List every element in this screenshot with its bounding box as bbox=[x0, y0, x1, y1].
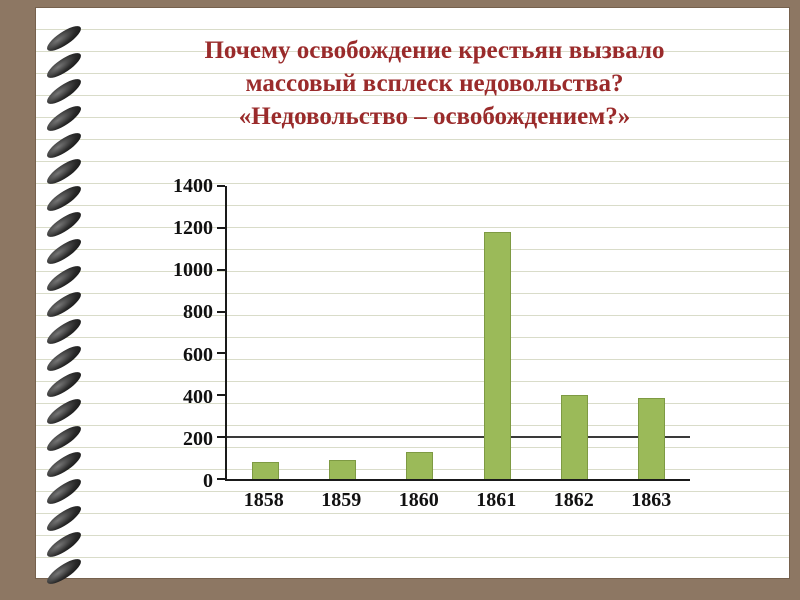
y-tick-label: 200 bbox=[183, 427, 213, 450]
y-tick-mark bbox=[217, 352, 225, 355]
y-tick-label: 800 bbox=[183, 301, 213, 324]
title-line: «Недовольство – освобождением?» bbox=[238, 103, 631, 130]
y-tick-mark bbox=[217, 185, 225, 187]
bar-slot bbox=[381, 186, 458, 479]
bar-1863 bbox=[637, 398, 665, 479]
x-tick-label: 1858 bbox=[243, 489, 284, 511]
y-tick-mark bbox=[217, 478, 225, 480]
y-tick-mark bbox=[217, 226, 225, 229]
y-tick-label: 1200 bbox=[173, 217, 213, 240]
y-tick-label: 1000 bbox=[173, 259, 213, 282]
spiral-coil-icon bbox=[43, 21, 85, 56]
y-tick-mark bbox=[217, 436, 225, 439]
title-line: Почему освобождение крестьян вызвало bbox=[204, 37, 665, 64]
spiral-coil-icon bbox=[43, 101, 85, 135]
notebook-page: Почему освобождение крестьян вызвало мас… bbox=[36, 8, 789, 588]
x-tick-label: 1860 bbox=[398, 489, 439, 511]
y-axis-labels: 0 200 400 600 800 1000 1200 1400 bbox=[116, 176, 213, 491]
spiral-coil-icon bbox=[43, 75, 85, 109]
bar-slot bbox=[227, 186, 304, 479]
bar-1858 bbox=[252, 462, 280, 479]
spiral-coil-icon bbox=[43, 48, 85, 82]
bar-1859 bbox=[329, 460, 357, 479]
y-tick-mark bbox=[217, 268, 225, 271]
bar-slot bbox=[459, 186, 536, 479]
bar-1860 bbox=[406, 451, 434, 479]
y-tick-label: 600 bbox=[183, 343, 213, 366]
bar-slot bbox=[304, 186, 381, 479]
y-tick-label: 0 bbox=[203, 470, 213, 492]
bar-slot bbox=[613, 186, 690, 479]
bars-container bbox=[227, 186, 690, 479]
spiral-coil-icon bbox=[43, 128, 85, 162]
bar-chart: 0 200 400 600 800 1000 1200 1400 1858 1859 1860 18… bbox=[36, 176, 789, 548]
bar-slot bbox=[536, 186, 613, 479]
x-tick-label: 1862 bbox=[553, 489, 594, 511]
plot-area bbox=[217, 185, 690, 481]
spiral-coil-icon bbox=[43, 554, 85, 588]
y-tick-label: 1400 bbox=[173, 175, 213, 197]
x-tick-label: 1859 bbox=[321, 489, 362, 511]
title-line: массовый всплеск недовольства? bbox=[245, 70, 624, 97]
slide-title: Почему освобождение крестьян вызвало мас… bbox=[120, 34, 749, 133]
x-axis-labels: 1858 1859 1860 1861 1862 1863 bbox=[225, 489, 690, 512]
y-tick-mark bbox=[217, 394, 225, 397]
x-tick-label: 1861 bbox=[476, 489, 517, 511]
y-tick-label: 400 bbox=[183, 385, 213, 408]
bar-1862 bbox=[560, 395, 588, 479]
reference-line-200 bbox=[227, 436, 690, 439]
x-tick-label: 1863 bbox=[631, 489, 672, 511]
y-tick-mark bbox=[217, 310, 225, 313]
bar-1861 bbox=[483, 232, 511, 479]
